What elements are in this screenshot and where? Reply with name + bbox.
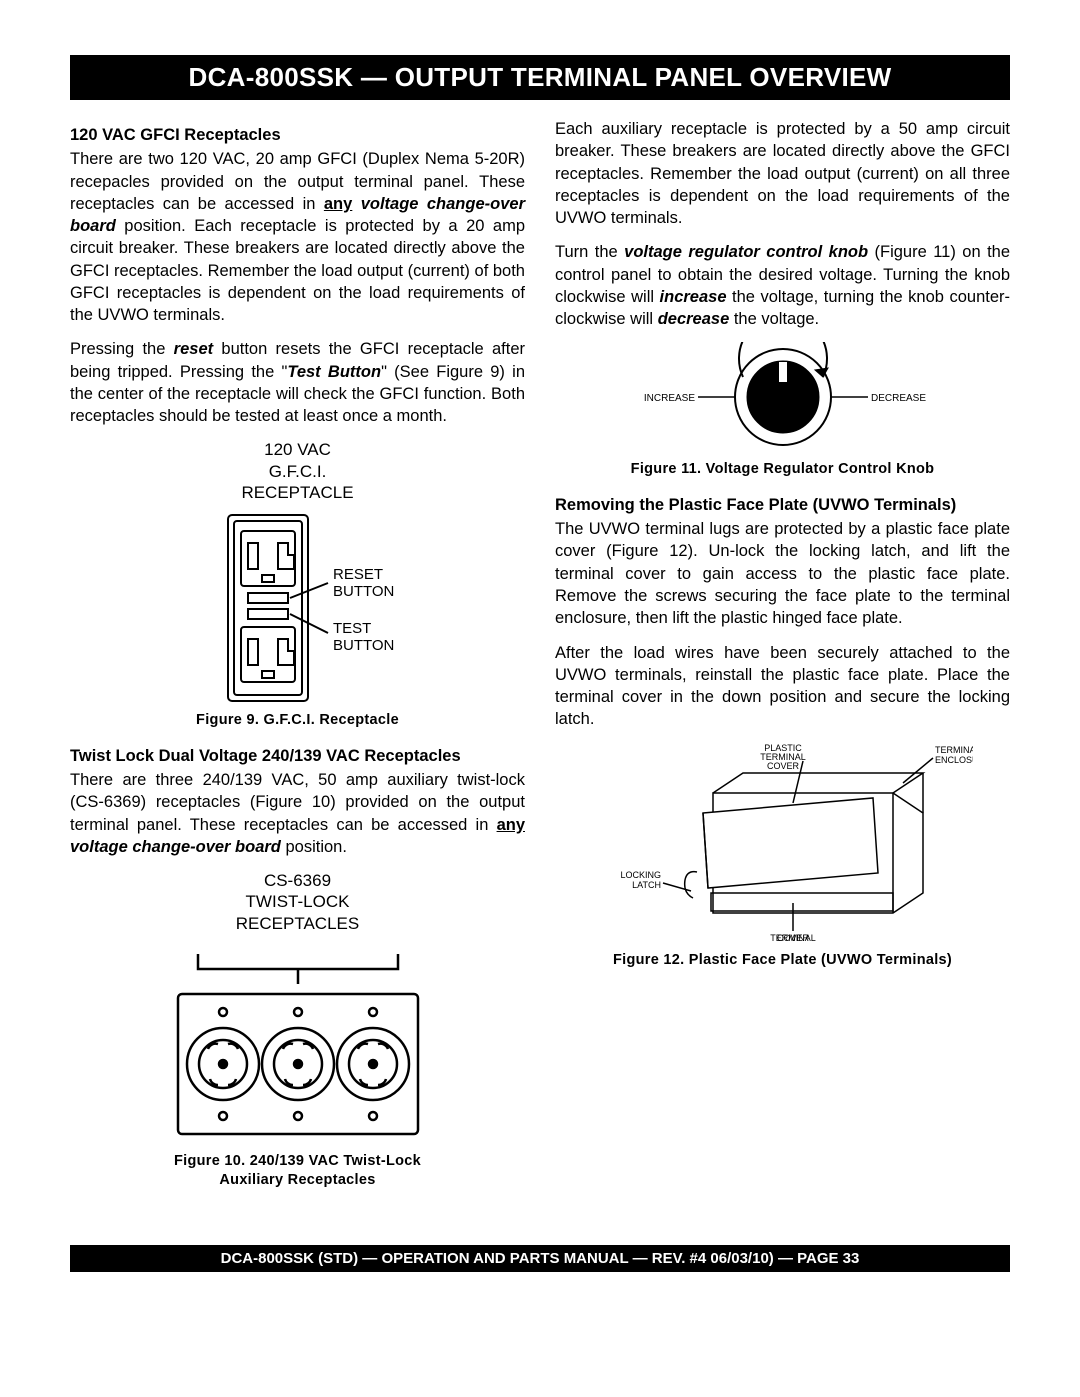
fig12-l3: LOCKING	[620, 870, 661, 880]
text-bi: reset	[174, 340, 213, 358]
text-bi: voltage regulator control knob	[624, 243, 868, 261]
svg-text:ENCLOSURE: ENCLOSURE	[935, 755, 973, 765]
heading-plate: Removing the Plastic Face Plate (UVWO Te…	[555, 494, 1010, 516]
para-plate-1: The UVWO terminal lugs are protected by …	[555, 518, 1010, 629]
svg-text:COVER: COVER	[766, 761, 799, 771]
text: Pressing the	[70, 340, 174, 358]
svg-text:BUTTON: BUTTON	[333, 583, 394, 600]
figure-10	[70, 944, 525, 1144]
text-bi: decrease	[658, 310, 730, 328]
content-columns: 120 VAC GFCI Receptacles There are two 1…	[70, 118, 1010, 1205]
fig9-test-label: TEST	[333, 620, 371, 637]
fig10-caption: Figure 10. 240/139 VAC Twist-Lock Auxili…	[70, 1152, 525, 1191]
heading-gfci: 120 VAC GFCI Receptacles	[70, 124, 525, 146]
left-column: 120 VAC GFCI Receptacles There are two 1…	[70, 118, 525, 1205]
fig11-decrease-label: DECREASE	[871, 393, 926, 404]
text-bi: Test Button	[287, 363, 381, 381]
figure-9: RESET BUTTON TEST BUTTON	[70, 513, 525, 703]
heading-twist: Twist Lock Dual Voltage 240/139 VAC Rece…	[70, 745, 525, 767]
page-title-bar: DCA-800SSK — OUTPUT TERMINAL PANEL OVERV…	[70, 55, 1010, 100]
text: There are three 240/139 VAC, 50 amp auxi…	[70, 771, 525, 834]
fig9-caption: Figure 9. G.F.C.I. Receptacle	[70, 711, 525, 731]
svg-text:LATCH: LATCH	[632, 880, 661, 890]
fig11-increase-label: INCREASE	[643, 393, 694, 404]
fig9-reset-label: RESET	[333, 566, 383, 583]
para-aux: Each auxiliary receptacle is protected b…	[555, 118, 1010, 229]
para-gfci-2: Pressing the reset button resets the GFC…	[70, 338, 525, 427]
fig12-caption: Figure 12. Plastic Face Plate (UVWO Term…	[555, 951, 1010, 971]
para-knob: Turn the voltage regulator control knob …	[555, 241, 1010, 330]
para-gfci-1: There are two 120 VAC, 20 amp GFCI (Dupl…	[70, 148, 525, 326]
para-plate-2: After the load wires have been securely …	[555, 642, 1010, 731]
right-column: Each auxiliary receptacle is protected b…	[555, 118, 1010, 1205]
fig10-top-label: CS-6369 TWIST-LOCK RECEPTACLES	[70, 870, 525, 934]
text-any: any	[324, 195, 352, 213]
para-twist-1: There are three 240/139 VAC, 50 amp auxi…	[70, 769, 525, 858]
page-footer-bar: DCA-800SSK (STD) — OPERATION AND PARTS M…	[70, 1245, 1010, 1272]
text: position.	[281, 838, 347, 856]
svg-text:BUTTON: BUTTON	[333, 637, 394, 654]
fig11-caption: Figure 11. Voltage Regulator Control Kno…	[555, 460, 1010, 480]
figure-11: INCREASE DECREASE	[555, 342, 1010, 452]
svg-text:COVER: COVER	[776, 933, 809, 943]
text-bi: increase	[660, 288, 727, 306]
text: the voltage.	[729, 310, 819, 328]
text-bi: voltage change-over board	[70, 838, 281, 856]
figure-12: TERMINAL ENCLOSURE PLASTIC TERMINAL COVE…	[555, 743, 1010, 943]
fig9-top-label: 120 VAC G.F.C.I. RECEPTACLE	[70, 439, 525, 503]
text: position. Each receptacle is protected b…	[70, 217, 525, 324]
fig12-l1: TERMINAL	[935, 745, 973, 755]
text: Turn the	[555, 243, 624, 261]
text-any: any	[497, 816, 525, 834]
